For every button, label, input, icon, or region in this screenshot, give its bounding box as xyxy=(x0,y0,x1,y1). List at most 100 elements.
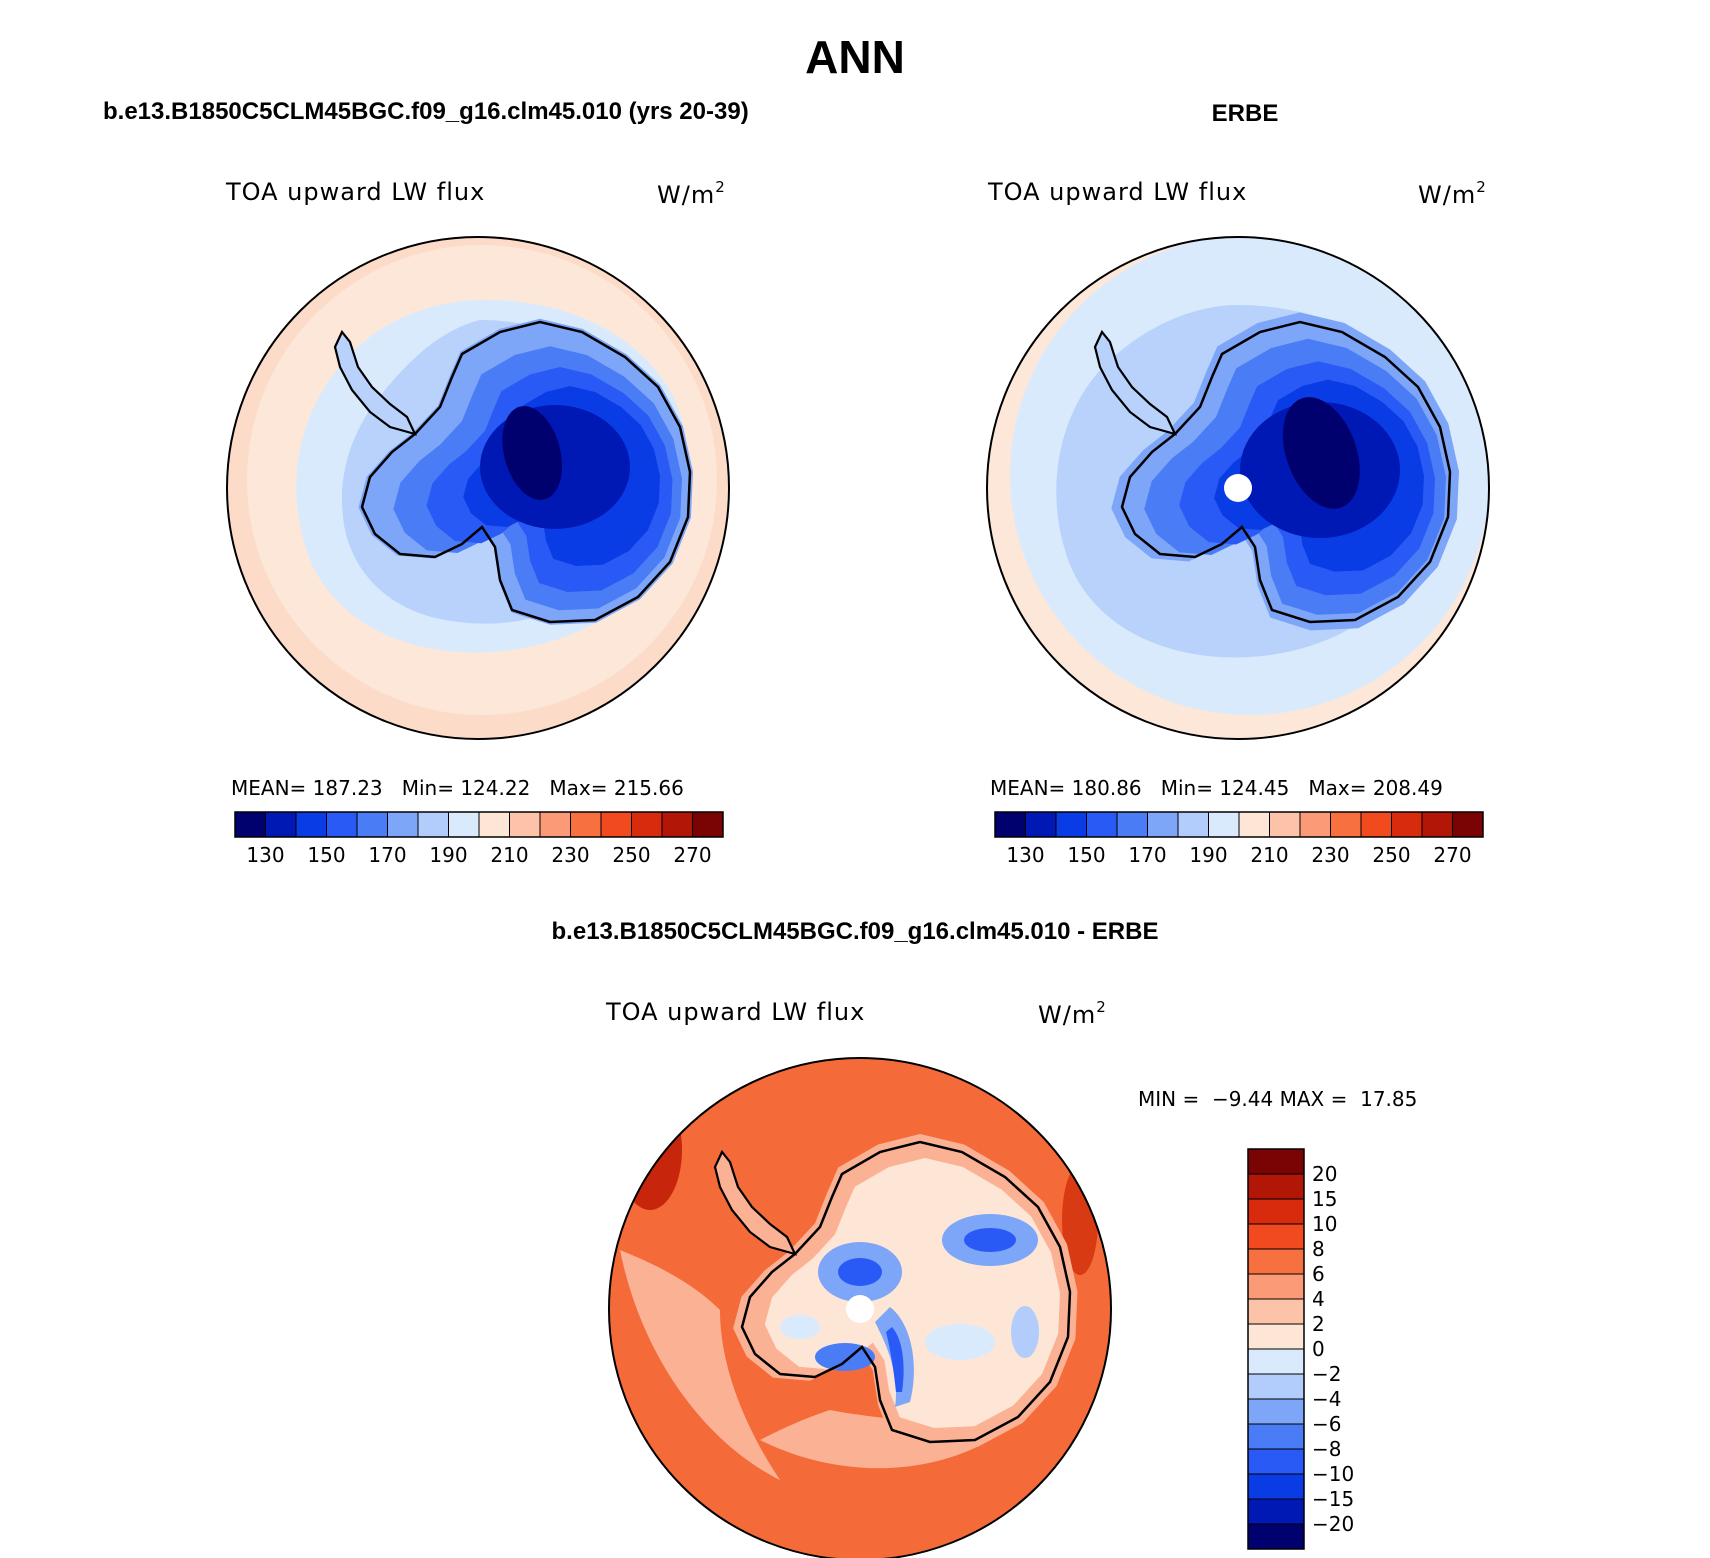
model-colorbar-swatch xyxy=(448,811,480,838)
model-colorbar-tick-label: 270 xyxy=(673,843,712,867)
diff-colorbar-tick-label: −15 xyxy=(1312,1487,1355,1511)
obs-colorbar-swatch xyxy=(1086,811,1118,838)
model-colorbar-tick-label: 230 xyxy=(551,843,590,867)
obs-colorbar-tick-label: 150 xyxy=(1067,843,1106,867)
diff-colorbar-swatch xyxy=(1247,1523,1305,1550)
obs-colorbar-tick-label: 230 xyxy=(1311,843,1350,867)
model-colorbar-swatch xyxy=(295,811,327,838)
model-colorbar-swatch xyxy=(326,811,358,838)
obs-colorbar-tick-label: 190 xyxy=(1189,843,1228,867)
obs-colorbar-frame xyxy=(994,811,1484,838)
obs-colorbar-swatch xyxy=(1330,811,1362,838)
obs-polar-map xyxy=(987,237,1489,739)
diff-colorbar-tick-label: 8 xyxy=(1312,1237,1325,1261)
model-colorbar-swatch xyxy=(387,811,419,838)
diff-colorbar-tick-label: 0 xyxy=(1312,1337,1325,1361)
obs-variable-label: TOA upward LW flux xyxy=(988,178,1248,206)
diff-colorbar-tick-label: −6 xyxy=(1312,1412,1342,1436)
diff-colorbar-swatch xyxy=(1247,1198,1305,1225)
diff-colorbar-tick-label: 10 xyxy=(1312,1212,1338,1236)
diff-units-label: W/m2 xyxy=(1038,998,1107,1029)
obs-colorbar-tick-label: 130 xyxy=(1006,843,1045,867)
model-colorbar-tick-label: 170 xyxy=(368,843,407,867)
model-map-border xyxy=(226,236,730,740)
obs-map-border xyxy=(986,236,1490,740)
model-colorbar-tick-label: 130 xyxy=(246,843,285,867)
model-panel-heading: b.e13.B1850C5CLM45BGC.f09_g16.clm45.010 … xyxy=(103,98,749,125)
model-colorbar-tick-label: 190 xyxy=(429,843,468,867)
obs-colorbar-swatch xyxy=(1025,811,1057,838)
diff-stats: MIN = −9.44 MAX = 17.85 xyxy=(1138,1087,1418,1111)
obs-colorbar-tick-label: 250 xyxy=(1372,843,1411,867)
obs-colorbar-swatch xyxy=(1147,811,1179,838)
model-polar-map xyxy=(227,237,729,739)
obs-colorbar-swatch xyxy=(1391,811,1423,838)
obs-panel-heading: ERBE xyxy=(1211,100,1279,127)
diff-colorbar-swatch xyxy=(1247,1373,1305,1400)
model-colorbar-swatch xyxy=(356,811,388,838)
diff-colorbar-tick-label: 15 xyxy=(1312,1187,1338,1211)
diff-variable-label: TOA upward LW flux xyxy=(606,998,866,1026)
obs-colorbar-swatch xyxy=(1360,811,1392,838)
diff-colorbar-frame xyxy=(1247,1148,1305,1550)
obs-colorbar-swatch xyxy=(1055,811,1087,838)
missing-data-pole xyxy=(1224,474,1252,502)
obs-colorbar xyxy=(994,811,1484,838)
obs-colorbar-swatch xyxy=(1421,811,1453,838)
model-colorbar xyxy=(234,811,724,838)
obs-colorbar-tick-label: 270 xyxy=(1433,843,1472,867)
obs-colorbar-swatch xyxy=(1452,811,1484,838)
model-colorbar-tick-label: 250 xyxy=(612,843,651,867)
model-colorbar-swatch xyxy=(234,811,266,838)
obs-colorbar-swatch xyxy=(1269,811,1301,838)
figure-title: ANN xyxy=(805,31,905,83)
diff-colorbar-swatch xyxy=(1247,1223,1305,1250)
diff-map-border xyxy=(608,1057,1112,1558)
diff-colorbar-swatch xyxy=(1247,1173,1305,1200)
diff-polar-map xyxy=(609,1058,1111,1558)
missing-data-pole xyxy=(846,1295,874,1323)
diff-colorbar-tick-label: 2 xyxy=(1312,1312,1325,1336)
diff-colorbar-tick-label: −20 xyxy=(1312,1512,1355,1536)
diff-colorbar-tick-label: −8 xyxy=(1312,1437,1342,1461)
model-colorbar-tick-label: 150 xyxy=(307,843,346,867)
model-colorbar-swatch xyxy=(570,811,602,838)
obs-colorbar-swatch xyxy=(994,811,1026,838)
obs-colorbar-swatch xyxy=(1299,811,1331,838)
model-colorbar-swatch xyxy=(539,811,571,838)
model-colorbar-tick-label: 210 xyxy=(490,843,529,867)
diff-colorbar-swatch xyxy=(1247,1248,1305,1275)
diff-colorbar-tick-label: 4 xyxy=(1312,1287,1325,1311)
obs-colorbar-tick-label: 210 xyxy=(1250,843,1289,867)
diff-colorbar-swatch xyxy=(1247,1298,1305,1325)
diff-colorbar-swatch xyxy=(1247,1498,1305,1525)
model-colorbar-swatch xyxy=(417,811,449,838)
obs-units-label: W/m2 xyxy=(1418,178,1487,209)
model-colorbar-swatch xyxy=(600,811,632,838)
diff-colorbar-swatch xyxy=(1247,1273,1305,1300)
diff-colorbar-swatch xyxy=(1247,1323,1305,1350)
obs-colorbar-swatch xyxy=(1177,811,1209,838)
diff-colorbar-tick-label: −10 xyxy=(1312,1462,1355,1486)
model-colorbar-swatch xyxy=(509,811,541,838)
model-colorbar-swatch xyxy=(265,811,297,838)
model-colorbar-swatch xyxy=(692,811,724,838)
model-colorbar-swatch xyxy=(478,811,510,838)
diff-panel-heading: b.e13.B1850C5CLM45BGC.f09_g16.clm45.010 … xyxy=(551,918,1159,945)
obs-colorbar-swatch xyxy=(1116,811,1148,838)
obs-colorbar-tick-label: 170 xyxy=(1128,843,1167,867)
obs-colorbar-swatch xyxy=(1208,811,1240,838)
model-colorbar-frame xyxy=(234,811,724,838)
diff-colorbar-tick-label: −4 xyxy=(1312,1387,1342,1411)
diff-colorbar-swatch xyxy=(1247,1473,1305,1500)
obs-colorbar-swatch xyxy=(1238,811,1270,838)
diff-colorbar-swatch xyxy=(1247,1423,1305,1450)
model-variable-label: TOA upward LW flux xyxy=(226,178,486,206)
diff-colorbar-tick-label: 20 xyxy=(1312,1162,1338,1186)
diff-colorbar-tick-label: 6 xyxy=(1312,1262,1325,1286)
diff-colorbar-swatch xyxy=(1247,1148,1305,1175)
diff-colorbar xyxy=(1247,1148,1305,1550)
model-colorbar-swatch xyxy=(631,811,663,838)
model-stats: MEAN= 187.23 Min= 124.22 Max= 215.66 xyxy=(231,776,684,800)
model-colorbar-swatch xyxy=(661,811,693,838)
